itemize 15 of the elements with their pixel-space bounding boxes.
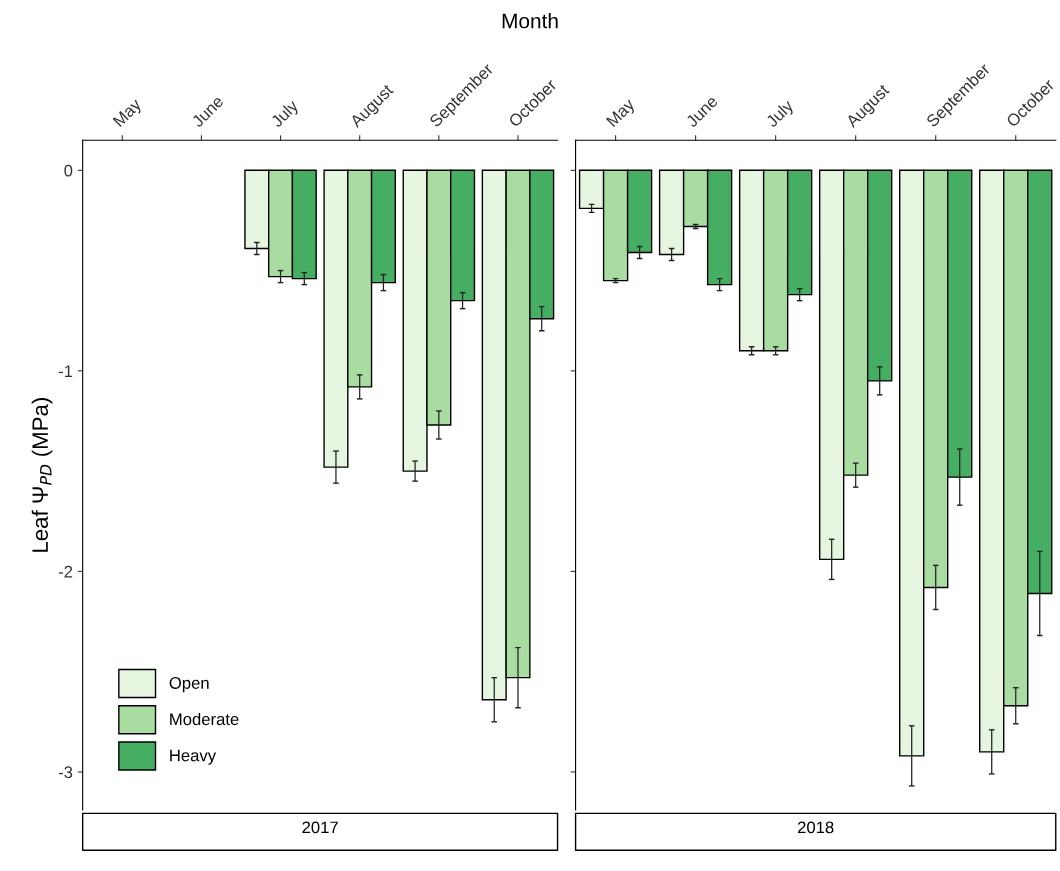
x-tick-label: July: [764, 98, 797, 131]
x-axis-title: Month: [502, 13, 558, 29]
y-tick-label: -2: [58, 565, 73, 578]
legend-label: Heavy: [170, 749, 217, 765]
text: 2017: [302, 821, 338, 834]
y-tick-label: 0: [64, 164, 73, 177]
text: 2018: [797, 821, 834, 834]
x-tick-label: May: [606, 97, 638, 130]
x-tick-label: July: [269, 98, 302, 131]
x-tick-label: May: [112, 97, 145, 130]
legend-label: Open: [169, 677, 209, 693]
y-tick-label: -3: [58, 766, 73, 779]
y-axis-title: Leaf Ψ$_{PD}$ (MPa): [31, 398, 53, 552]
y-tick-label: -1: [58, 365, 73, 377]
legend-label: Moderate: [170, 712, 239, 726]
